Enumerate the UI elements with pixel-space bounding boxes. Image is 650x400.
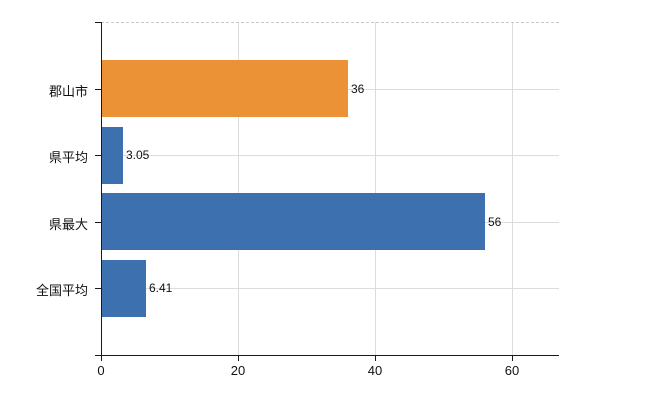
y-axis-tick [95,22,101,23]
bar [102,260,146,317]
bar-value-label: 56 [488,215,502,229]
x-axis-tick [375,355,376,361]
y-axis-category-label: 郡山市 [48,84,88,99]
x-axis-tick-label: 60 [504,363,520,378]
gridline-vertical [512,22,513,355]
y-axis-tick [95,288,101,289]
y-axis-tick [95,89,101,90]
gridline-vertical [375,22,376,355]
y-axis-category-label: 県平均 [48,150,88,165]
y-axis-line [101,22,102,361]
bar-value-label: 6.41 [149,281,173,295]
gridline-horizontal [101,288,559,289]
bar-value-label: 36 [351,82,365,96]
x-axis-tick [512,355,513,361]
x-axis-tick-label: 20 [230,363,246,378]
x-axis-tick-label: 40 [367,363,383,378]
bar [102,127,123,184]
bar-value-label: 3.05 [126,148,150,162]
x-axis-line [95,355,559,356]
gridline-vertical [238,22,239,355]
bar [102,60,348,117]
y-axis-tick [95,222,101,223]
gridline-horizontal [101,155,559,156]
y-axis-category-label: 全国平均 [35,283,88,298]
plot-top-border [101,22,559,23]
bar [102,193,485,250]
x-axis-tick-label: 0 [97,363,105,378]
y-axis-category-label: 県最大 [48,217,88,232]
x-axis-tick [238,355,239,361]
y-axis-tick [95,155,101,156]
